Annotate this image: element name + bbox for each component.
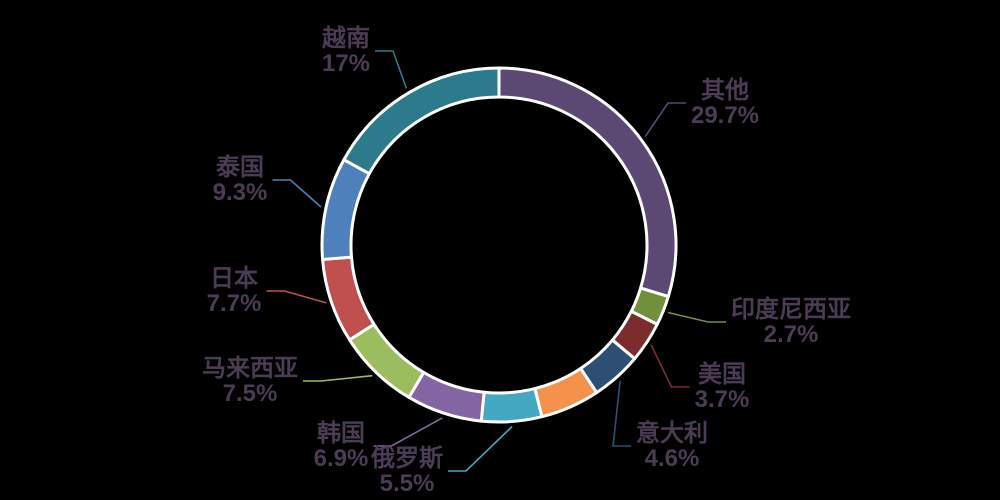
leader-line-其他 (644, 102, 686, 138)
donut-slice-泰国 (320, 158, 371, 261)
donut-slice-马来西亚 (348, 322, 426, 399)
donut-slice-其他 (497, 66, 678, 299)
leader-line-印度尼西亚 (667, 311, 726, 323)
leader-line-越南 (375, 50, 408, 89)
leader-line-泰国 (272, 179, 322, 208)
leader-line-马来西亚 (303, 374, 373, 382)
leader-line-日本 (266, 290, 327, 304)
donut-slice-俄罗斯 (479, 387, 544, 424)
donut-slice-日本 (321, 255, 376, 342)
leader-line-韩国 (373, 417, 443, 447)
leader-line-美国 (650, 344, 690, 388)
donut-slice-越南 (342, 66, 501, 176)
leader-line-意大利 (612, 380, 631, 447)
leader-line-俄罗斯 (448, 425, 513, 472)
